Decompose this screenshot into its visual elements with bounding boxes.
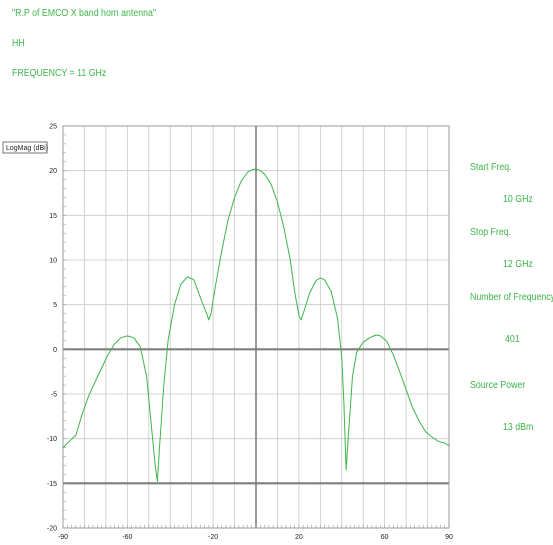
y-tick-label: 10 — [49, 258, 57, 265]
y-tick-label: -15 — [47, 481, 57, 488]
y-tick-label: 25 — [49, 124, 57, 131]
y-tick-label: 15 — [49, 213, 57, 220]
number-of-frequency-label: Number of Frequency — [470, 292, 553, 303]
start-freq-label: Start Freq. — [470, 162, 512, 173]
x-tick-label: 60 — [381, 534, 389, 541]
x-tick-label: -60 — [122, 534, 132, 541]
chart-axes — [62, 125, 450, 529]
x-tick-label: -90 — [58, 534, 68, 541]
x-tick-label: 20 — [295, 534, 303, 541]
y-tick-label: -10 — [47, 436, 57, 443]
y-tick-label: -5 — [51, 392, 57, 399]
x-tick-label: -20 — [208, 534, 218, 541]
chart-title: "R.P of EMCO X band horn antenna" — [12, 8, 157, 19]
source-power-value: 13 dBm — [503, 422, 534, 433]
pattern-trace — [62, 168, 450, 482]
polarization-label: HH — [12, 38, 25, 49]
stop-freq-label: Stop Freq. — [470, 227, 512, 238]
y-axis-label-box: LogMag (dBi) — [2, 141, 48, 154]
source-power-label: Source Power — [470, 380, 526, 391]
y-axis-label: LogMag (dBi) — [6, 145, 48, 152]
y-tick-label: 0 — [53, 347, 57, 354]
trace-layer — [62, 168, 450, 482]
y-tick-label: 5 — [53, 302, 57, 309]
x-tick-label: 90 — [445, 534, 453, 541]
frequency-label: FREQUENCY = 11 GHz — [12, 68, 107, 79]
y-tick-label: 20 — [49, 168, 57, 175]
start-freq-value: 10 GHz — [503, 194, 533, 205]
number-of-frequency-value: 401 — [505, 334, 520, 345]
stop-freq-value: 12 GHz — [503, 259, 533, 270]
y-tick-label: -20 — [47, 526, 57, 533]
